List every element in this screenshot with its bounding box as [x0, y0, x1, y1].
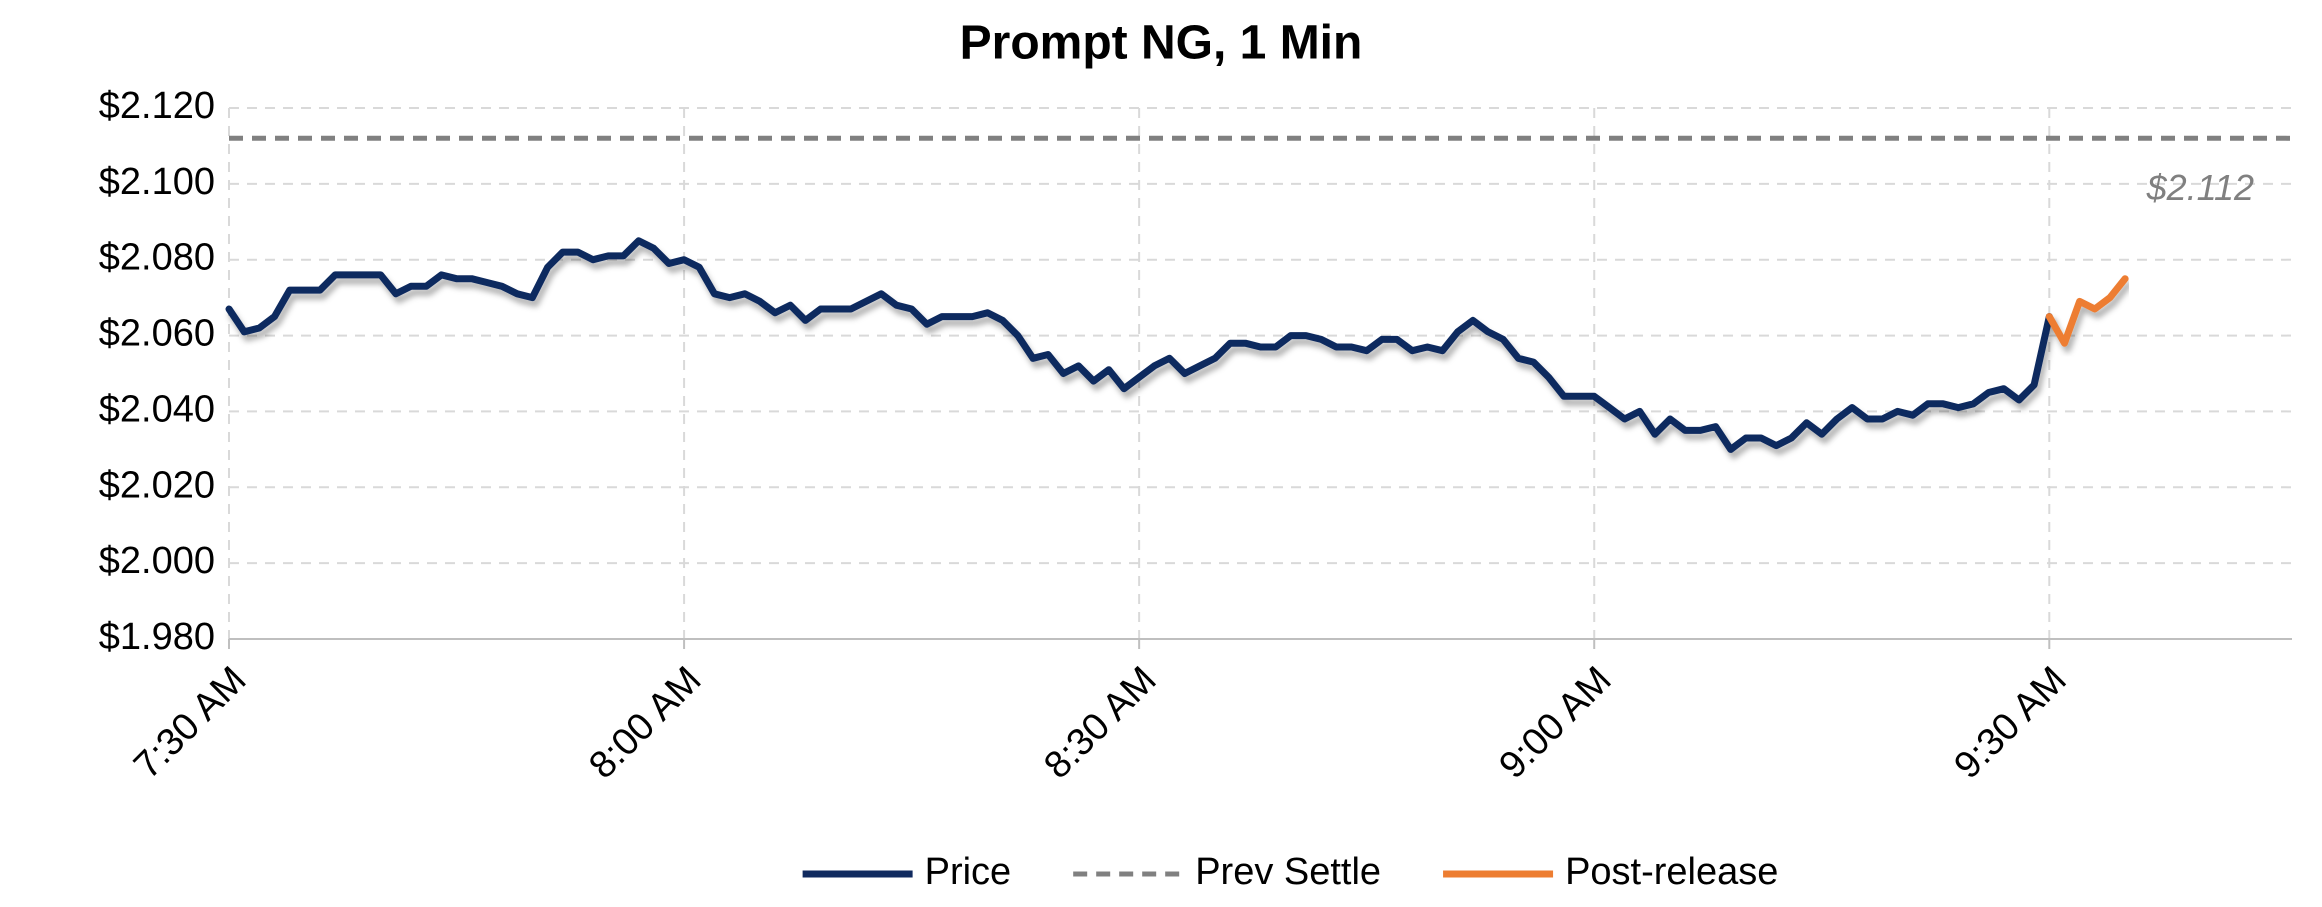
- annotation: $2.112: [2146, 167, 2254, 208]
- y-tick-label: $2.120: [99, 85, 215, 127]
- legend-label: Prev Settle: [1195, 851, 1381, 893]
- chart-title: Prompt NG, 1 Min: [960, 17, 1363, 70]
- y-tick-label: $2.040: [99, 388, 215, 430]
- y-tick-label: $2.100: [99, 161, 215, 203]
- y-tick-label: $1.980: [99, 616, 215, 658]
- y-tick-label: $2.020: [99, 464, 215, 506]
- legend-label: Price: [925, 851, 1012, 893]
- y-tick-label: $2.060: [99, 313, 215, 355]
- legend: Price Prev Settle Post-release: [802, 851, 1778, 893]
- series-line: [2045, 275, 2129, 347]
- y-tick-label: $2.000: [99, 540, 215, 582]
- legend-label: Post-release: [1565, 851, 1778, 893]
- series-line: [225, 237, 2053, 453]
- y-tick-label: $2.080: [99, 237, 215, 279]
